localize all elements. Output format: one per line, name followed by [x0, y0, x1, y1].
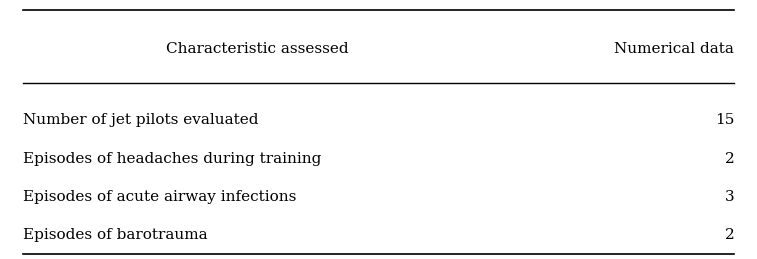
Text: 2: 2 [724, 228, 734, 242]
Text: 15: 15 [715, 113, 734, 127]
Text: Numerical data: Numerical data [615, 42, 734, 56]
Text: Characteristic assessed: Characteristic assessed [166, 42, 349, 56]
Text: 3: 3 [724, 190, 734, 204]
Text: Number of jet pilots evaluated: Number of jet pilots evaluated [23, 113, 258, 127]
Text: Episodes of barotrauma: Episodes of barotrauma [23, 228, 207, 242]
Text: Episodes of acute airway infections: Episodes of acute airway infections [23, 190, 296, 204]
Text: Episodes of headaches during training: Episodes of headaches during training [23, 152, 321, 166]
Text: 2: 2 [724, 152, 734, 166]
